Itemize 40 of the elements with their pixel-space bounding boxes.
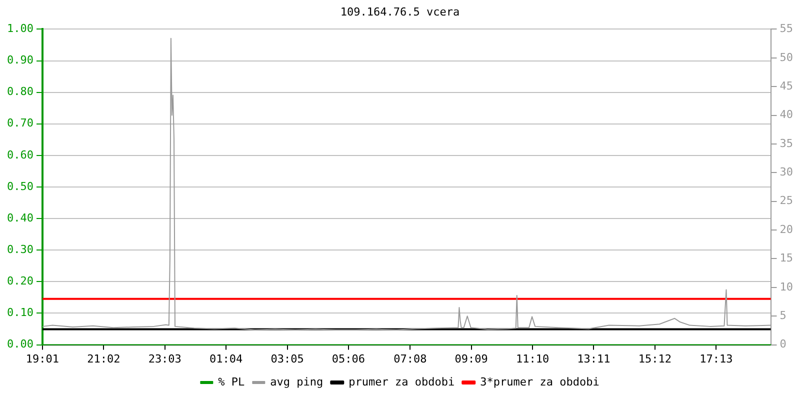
y2-tick-label: 35 — [780, 136, 794, 150]
x-tick-label: 17:13 — [700, 352, 733, 366]
legend-label: prumer za obdobi — [348, 375, 455, 388]
y2-tick-label: 55 — [780, 22, 794, 36]
x-tick-label: 01:04 — [210, 352, 243, 366]
y2-tick-label: 20 — [780, 222, 794, 236]
x-tick-label: 05:06 — [332, 352, 366, 366]
y2-tick-label: 5 — [780, 308, 786, 322]
y-tick-label: 1.00 — [6, 22, 34, 36]
x-tick-label: 21:02 — [87, 352, 120, 366]
y2-tick-label: 45 — [780, 79, 794, 92]
y-tick-label: 0.10 — [6, 306, 34, 320]
y-tick-label: 0.50 — [6, 180, 34, 193]
legend-label: % PL — [218, 375, 246, 388]
y-tick-label: 0.60 — [6, 148, 34, 162]
y-tick-label: 0.40 — [6, 211, 34, 224]
y-tick-label: 0.30 — [6, 242, 34, 256]
x-tick-label: 13:11 — [577, 352, 610, 366]
y2-tick-label: 50 — [780, 50, 794, 64]
y-tick-label: 0.00 — [6, 338, 34, 351]
y-tick-label: 0.80 — [6, 85, 34, 98]
x-tick-label: 09:09 — [454, 352, 488, 366]
x-tick-label: 07:08 — [394, 352, 427, 366]
y-tick-label: 0.70 — [6, 116, 34, 130]
y2-tick-label: 0 — [780, 338, 786, 351]
y2-tick-label: 25 — [780, 194, 794, 208]
y2-tick-label: 10 — [780, 280, 794, 294]
x-tick-label: 15:12 — [638, 352, 672, 366]
x-tick-label: 11:10 — [516, 352, 550, 366]
y-tick-label: 0.90 — [6, 54, 34, 67]
x-tick-label: 19:01 — [26, 352, 60, 366]
y2-tick-label: 30 — [780, 166, 794, 179]
y-tick-label: 0.20 — [6, 274, 34, 288]
legend-label: avg ping — [270, 375, 324, 388]
x-tick-label: 23:03 — [148, 352, 182, 366]
chart-title: 109.164.76.5 vcera — [340, 5, 460, 18]
legend-label: 3*prumer za obdobi — [480, 375, 600, 388]
x-tick-label: 03:05 — [270, 352, 304, 366]
y2-tick-label: 15 — [780, 252, 794, 265]
y2-tick-label: 40 — [780, 108, 794, 122]
